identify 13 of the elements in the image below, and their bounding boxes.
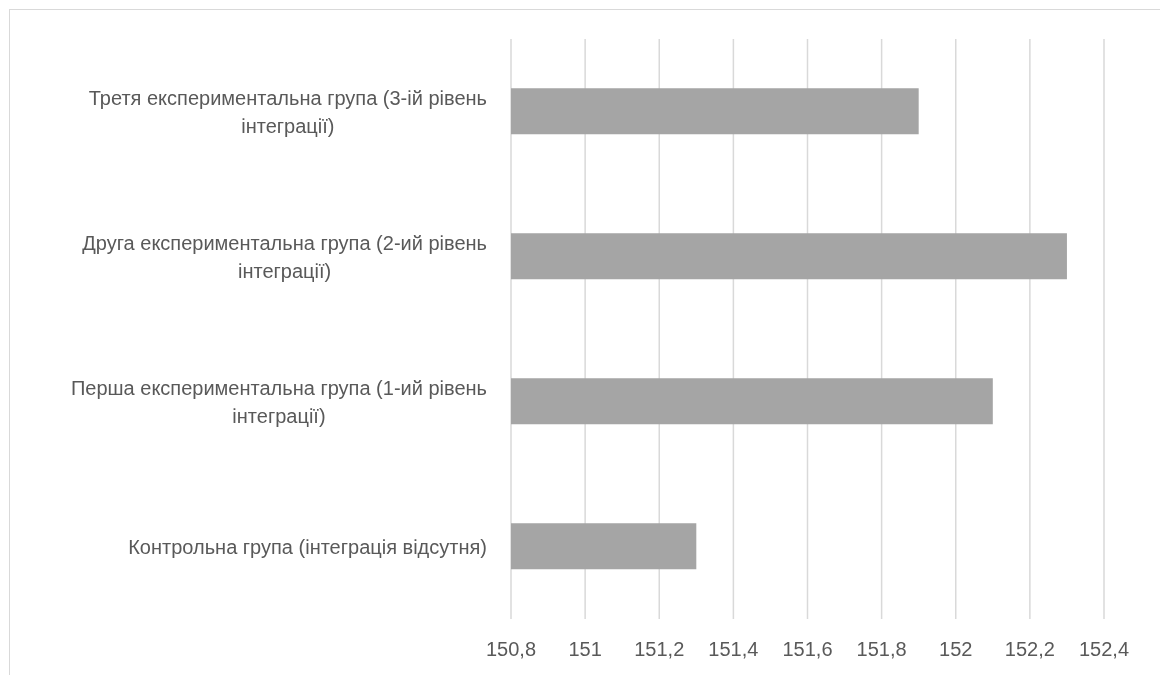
y-tick-label: Друга експериментальна група (2-ий рівень інтеграції) [82,231,487,282]
x-tick-label: 150,8 [485,638,537,661]
x-tick-label: 151,2 [634,638,685,661]
x-tick-label: 151 [568,638,602,661]
y-tick-label: Перша експериментальна група (1-ий рівень інтеграції) [70,376,487,427]
y-tick-label: Третя експериментальна група (3-ій рівень інтеграції) [88,86,487,137]
x-tick-label: 151,8 [856,638,907,661]
x-tick-label: 151,4 [708,638,759,661]
y-tick-label: Контрольна група (інтеграція відсутня) [128,535,488,558]
x-tick-label: 152,4 [1078,638,1130,661]
x-tick-label: 152,2 [1004,638,1055,661]
x-tick-label: 151,6 [782,638,833,661]
x-tick-label: 152 [939,638,973,661]
